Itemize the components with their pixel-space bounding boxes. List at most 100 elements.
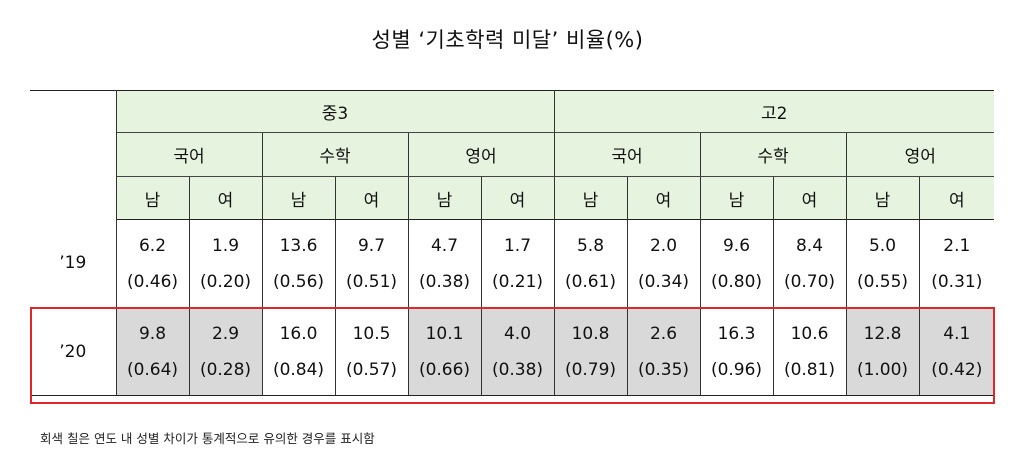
cell-std-error: (0.56) [272, 271, 325, 292]
table-title: 성별 ‘기초학력 미달’ 비율(%) [371, 28, 644, 52]
data-cell: 1.7 (0.21) [480, 219, 555, 308]
data-cell: 1.9 (0.20) [188, 219, 263, 308]
data-cell: 6.2 (0.46) [115, 219, 190, 308]
cell-std-error: (1.00) [856, 359, 909, 380]
subject-header: 수학 [699, 132, 847, 177]
cell-std-error: (0.46) [126, 271, 179, 292]
cell-value: 8.4 [795, 235, 824, 256]
subject-header: 국어 [115, 132, 263, 177]
cell-std-error: (0.79) [564, 359, 617, 380]
cell-std-error: (0.38) [418, 271, 471, 292]
group-header-high: 고2 [553, 90, 995, 133]
gender-header: 남 [115, 176, 190, 220]
data-cell: 9.8 (0.64) [115, 307, 190, 396]
gender-header: 여 [480, 176, 555, 220]
cell-std-error: (0.21) [491, 271, 544, 292]
gender-header: 남 [261, 176, 336, 220]
cell-value: 9.6 [722, 235, 751, 256]
gender-header: 여 [918, 176, 995, 220]
data-cell: 9.7 (0.51) [334, 219, 409, 308]
data-cell: 4.7 (0.38) [407, 219, 482, 308]
gender-header: 여 [334, 176, 409, 220]
cell-std-error: (0.55) [856, 271, 909, 292]
data-cell: 12.8 (1.00) [845, 307, 920, 396]
gender-header: 남 [553, 176, 628, 220]
table-row-2019: ’19 6.2 (0.46) 1.9 (0.20) 13.6 (0.56) 9.7 (0… [30, 219, 995, 308]
cell-std-error: (0.28) [199, 359, 252, 380]
cell-value: 10.1 [425, 323, 464, 344]
cell-std-error: (0.64) [126, 359, 179, 380]
data-cell: 10.5 (0.57) [334, 307, 409, 396]
cell-std-error: (0.81) [783, 359, 836, 380]
cell-value: 2.1 [943, 235, 971, 256]
cell-std-error: (0.66) [418, 359, 471, 380]
subject-header: 영어 [407, 132, 555, 177]
cell-value: 13.6 [279, 235, 318, 256]
data-cell: 16.3 (0.96) [699, 307, 774, 396]
cell-value: 10.8 [571, 323, 610, 344]
data-cell: 5.0 (0.55) [845, 219, 920, 308]
cell-std-error: (0.57) [345, 359, 398, 380]
data-cell: 8.4 (0.70) [772, 219, 847, 308]
cell-value: 1.9 [211, 235, 240, 256]
cell-value: 5.0 [868, 235, 897, 256]
data-cell: 4.1 (0.42) [918, 307, 995, 396]
data-cell: 5.8 (0.61) [553, 219, 628, 308]
cell-std-error: (0.96) [710, 359, 763, 380]
cell-value: 1.7 [503, 235, 532, 256]
data-cell: 2.9 (0.28) [188, 307, 263, 396]
year-label: ’20 [30, 307, 117, 396]
data-cell: 10.1 (0.66) [407, 307, 482, 396]
gender-header: 여 [772, 176, 847, 220]
gender-header: 남 [407, 176, 482, 220]
cell-value: 4.0 [503, 323, 532, 344]
data-cell: 10.8 (0.79) [553, 307, 628, 396]
cell-value: 12.8 [863, 323, 902, 344]
year-label: ’19 [30, 219, 117, 308]
subject-header: 수학 [261, 132, 409, 177]
data-cell: 2.0 (0.34) [626, 219, 701, 308]
cell-std-error: (0.35) [637, 359, 690, 380]
cell-std-error: (0.31) [931, 271, 983, 292]
gender-header: 여 [188, 176, 263, 220]
cell-value: 2.0 [649, 235, 678, 256]
cell-std-error: (0.51) [345, 271, 398, 292]
data-cell: 10.6 (0.81) [772, 307, 847, 396]
footnote: 회색 칠은 연도 내 성별 차이가 통계적으로 유의한 경우를 표시함 [40, 431, 375, 446]
cell-value: 2.9 [211, 323, 240, 344]
cell-value: 10.5 [352, 323, 391, 344]
data-cell: 16.0 (0.84) [261, 307, 336, 396]
cell-std-error: (0.34) [637, 271, 690, 292]
cell-value: 5.8 [576, 235, 605, 256]
gender-header: 여 [626, 176, 701, 220]
table-row-2020: ’20 9.8 (0.64) 2.9 (0.28) 16.0 (0.84) 10.5 (… [30, 307, 995, 396]
cell-value: 16.0 [279, 323, 318, 344]
cell-std-error: (0.80) [710, 271, 763, 292]
cell-std-error: (0.84) [272, 359, 325, 380]
cell-value: 16.3 [717, 323, 756, 344]
data-cell: 2.6 (0.35) [626, 307, 701, 396]
cell-std-error: (0.42) [931, 359, 983, 380]
cell-value: 9.8 [138, 323, 167, 344]
cell-value: 6.2 [138, 235, 167, 256]
data-cell: 13.6 (0.56) [261, 219, 336, 308]
data-cell: 2.1 (0.31) [918, 219, 995, 308]
subject-header: 영어 [845, 132, 995, 177]
cell-std-error: (0.38) [491, 359, 544, 380]
data-cell: 4.0 (0.38) [480, 307, 555, 396]
group-header-middle: 중3 [115, 90, 555, 133]
subject-header: 국어 [553, 132, 701, 177]
gender-header: 남 [699, 176, 774, 220]
stats-table: 중3 고2 국어 수학 영어 국어 수학 영어 남 여 남 여 남 여 남 여 … [30, 90, 995, 396]
corner-cell [30, 90, 117, 220]
cell-value: 4.7 [430, 235, 459, 256]
cell-std-error: (0.70) [783, 271, 836, 292]
gender-header: 남 [845, 176, 920, 220]
cell-value: 2.6 [649, 323, 678, 344]
cell-value: 4.1 [943, 323, 971, 344]
cell-value: 9.7 [357, 235, 386, 256]
data-cell: 9.6 (0.80) [699, 219, 774, 308]
cell-value: 10.6 [790, 323, 829, 344]
cell-std-error: (0.61) [564, 271, 617, 292]
cell-std-error: (0.20) [199, 271, 252, 292]
